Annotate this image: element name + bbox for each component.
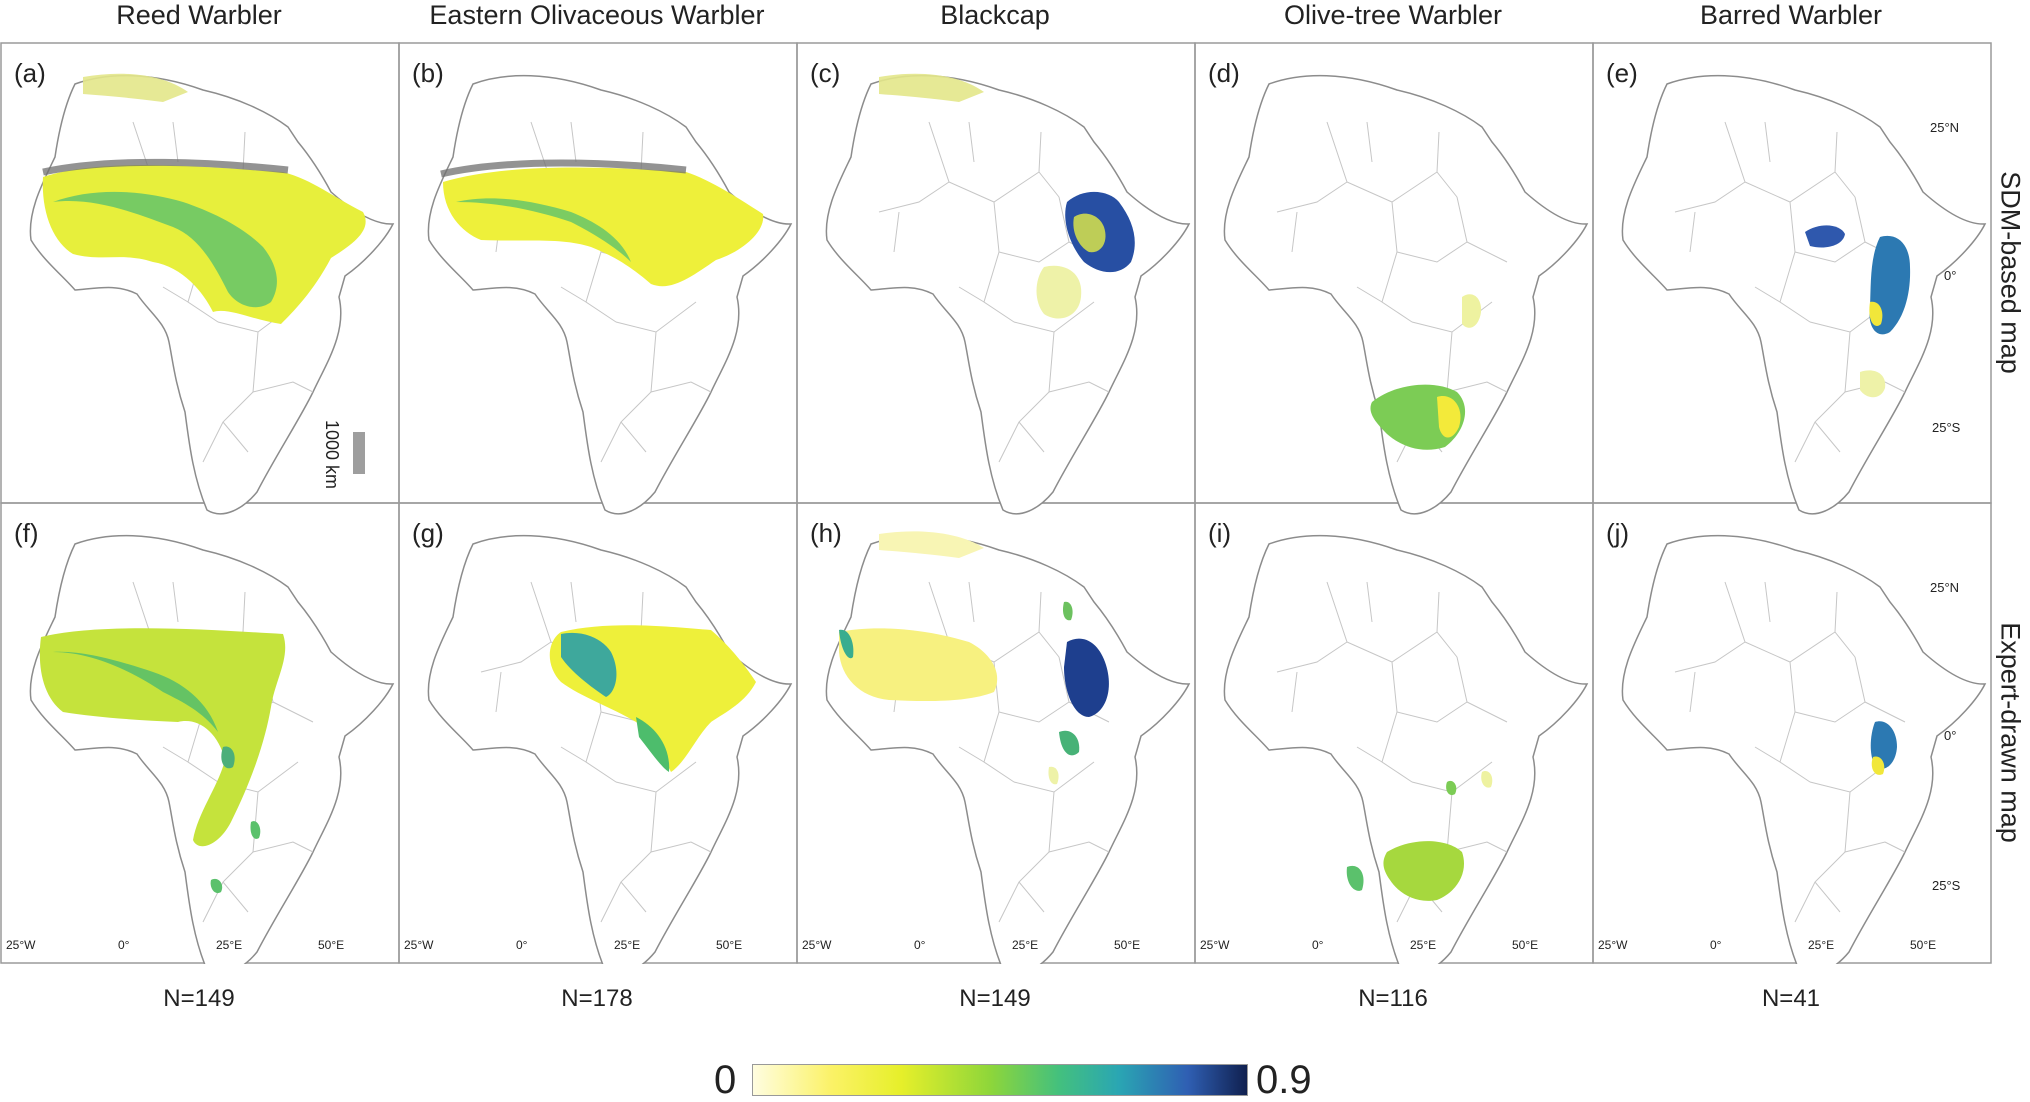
lat-tick-0-bottom: 0° xyxy=(1944,728,1957,743)
lon-tick-25e: 25°E xyxy=(1808,938,1835,952)
scale-bar xyxy=(353,432,365,474)
map-panel-d xyxy=(1223,74,1588,515)
legend-colorbar xyxy=(752,1064,1248,1096)
species-title-5: Barred Warbler xyxy=(1699,0,1883,30)
row-label-expert: Expert-drawn map xyxy=(1995,622,2026,843)
lon-tick-25e: 25°E xyxy=(614,938,641,952)
lat-tick-25s-bottom: 25°S xyxy=(1932,878,1961,893)
panel-label-i: (i) xyxy=(1208,518,1232,548)
lon-ticks-g: 25°W 0° 25°E 50°E xyxy=(404,938,784,958)
lon-tick-50e: 50°E xyxy=(716,938,743,952)
species-title-1: Reed Warbler xyxy=(116,0,282,30)
map-panel-i xyxy=(1223,534,1588,964)
lon-tick-0: 0° xyxy=(914,938,926,952)
sample-size-5: N=41 xyxy=(1761,985,1821,1012)
panel-label-e: (e) xyxy=(1606,58,1638,88)
lon-tick-25w: 25°W xyxy=(802,938,832,952)
lon-tick-0: 0° xyxy=(1710,938,1722,952)
lon-tick-25e: 25°E xyxy=(216,938,243,952)
map-panel-b xyxy=(427,74,792,515)
sample-size-4: N=116 xyxy=(1358,985,1428,1012)
scale-bar-label: 1000 km xyxy=(322,420,342,490)
sample-size-2: N=178 xyxy=(561,985,633,1012)
lat-tick-25n-top: 25°N xyxy=(1930,120,1960,135)
species-title-3: Blackcap xyxy=(940,0,1050,30)
panel-label-d: (d) xyxy=(1208,58,1240,88)
map-panel-g xyxy=(427,534,792,964)
legend-max: 0.9 xyxy=(1256,1058,1312,1102)
lon-ticks-i: 25°W 0° 25°E 50°E xyxy=(1200,938,1580,958)
lon-tick-25e: 25°E xyxy=(1410,938,1437,952)
map-panel-c xyxy=(825,73,1190,515)
lon-tick-25w: 25°W xyxy=(1598,938,1628,952)
panel-label-j: (j) xyxy=(1606,518,1630,548)
lon-tick-50e: 50°E xyxy=(318,938,345,952)
species-title-4: Olive-tree Warbler xyxy=(1283,0,1503,30)
map-panel-h xyxy=(825,531,1190,964)
panel-label-b: (b) xyxy=(412,58,444,88)
lon-tick-50e: 50°E xyxy=(1910,938,1937,952)
lon-tick-0: 0° xyxy=(118,938,130,952)
lon-tick-0: 0° xyxy=(1312,938,1324,952)
lon-tick-50e: 50°E xyxy=(1114,938,1141,952)
lon-tick-50e: 50°E xyxy=(1512,938,1539,952)
panel-label-c: (c) xyxy=(810,58,841,88)
lon-tick-0: 0° xyxy=(516,938,528,952)
sample-size-3: N=149 xyxy=(959,985,1031,1012)
lon-tick-25e: 25°E xyxy=(1012,938,1039,952)
map-panel-e xyxy=(1621,74,1986,515)
lat-tick-0-top: 0° xyxy=(1944,268,1957,283)
lon-ticks-j: 25°W 0° 25°E 50°E xyxy=(1598,938,1978,958)
map-panel-a xyxy=(29,73,394,515)
legend-min: 0 xyxy=(714,1058,737,1102)
map-panel-f xyxy=(29,534,394,964)
lat-tick-25n-bottom: 25°N xyxy=(1930,580,1960,595)
lon-tick-25w: 25°W xyxy=(404,938,434,952)
lat-tick-25s-top: 25°S xyxy=(1932,420,1961,435)
species-title-2: Eastern Olivaceous Warbler xyxy=(429,0,765,30)
sample-size-1: N=149 xyxy=(163,985,235,1012)
panel-label-h: (h) xyxy=(810,518,842,548)
panel-label-f: (f) xyxy=(14,518,39,548)
map-grid xyxy=(0,42,1992,964)
lon-ticks-h: 25°W 0° 25°E 50°E xyxy=(802,938,1182,958)
map-panel-j xyxy=(1621,534,1986,964)
lon-tick-25w: 25°W xyxy=(6,938,36,952)
lon-tick-25w: 25°W xyxy=(1200,938,1230,952)
row-label-sdm: SDM-based map xyxy=(1995,171,2026,374)
lon-ticks-f: 25°W 0° 25°E 50°E xyxy=(6,938,386,958)
panel-label-g: (g) xyxy=(412,518,444,548)
panel-label-a: (a) xyxy=(14,58,46,88)
